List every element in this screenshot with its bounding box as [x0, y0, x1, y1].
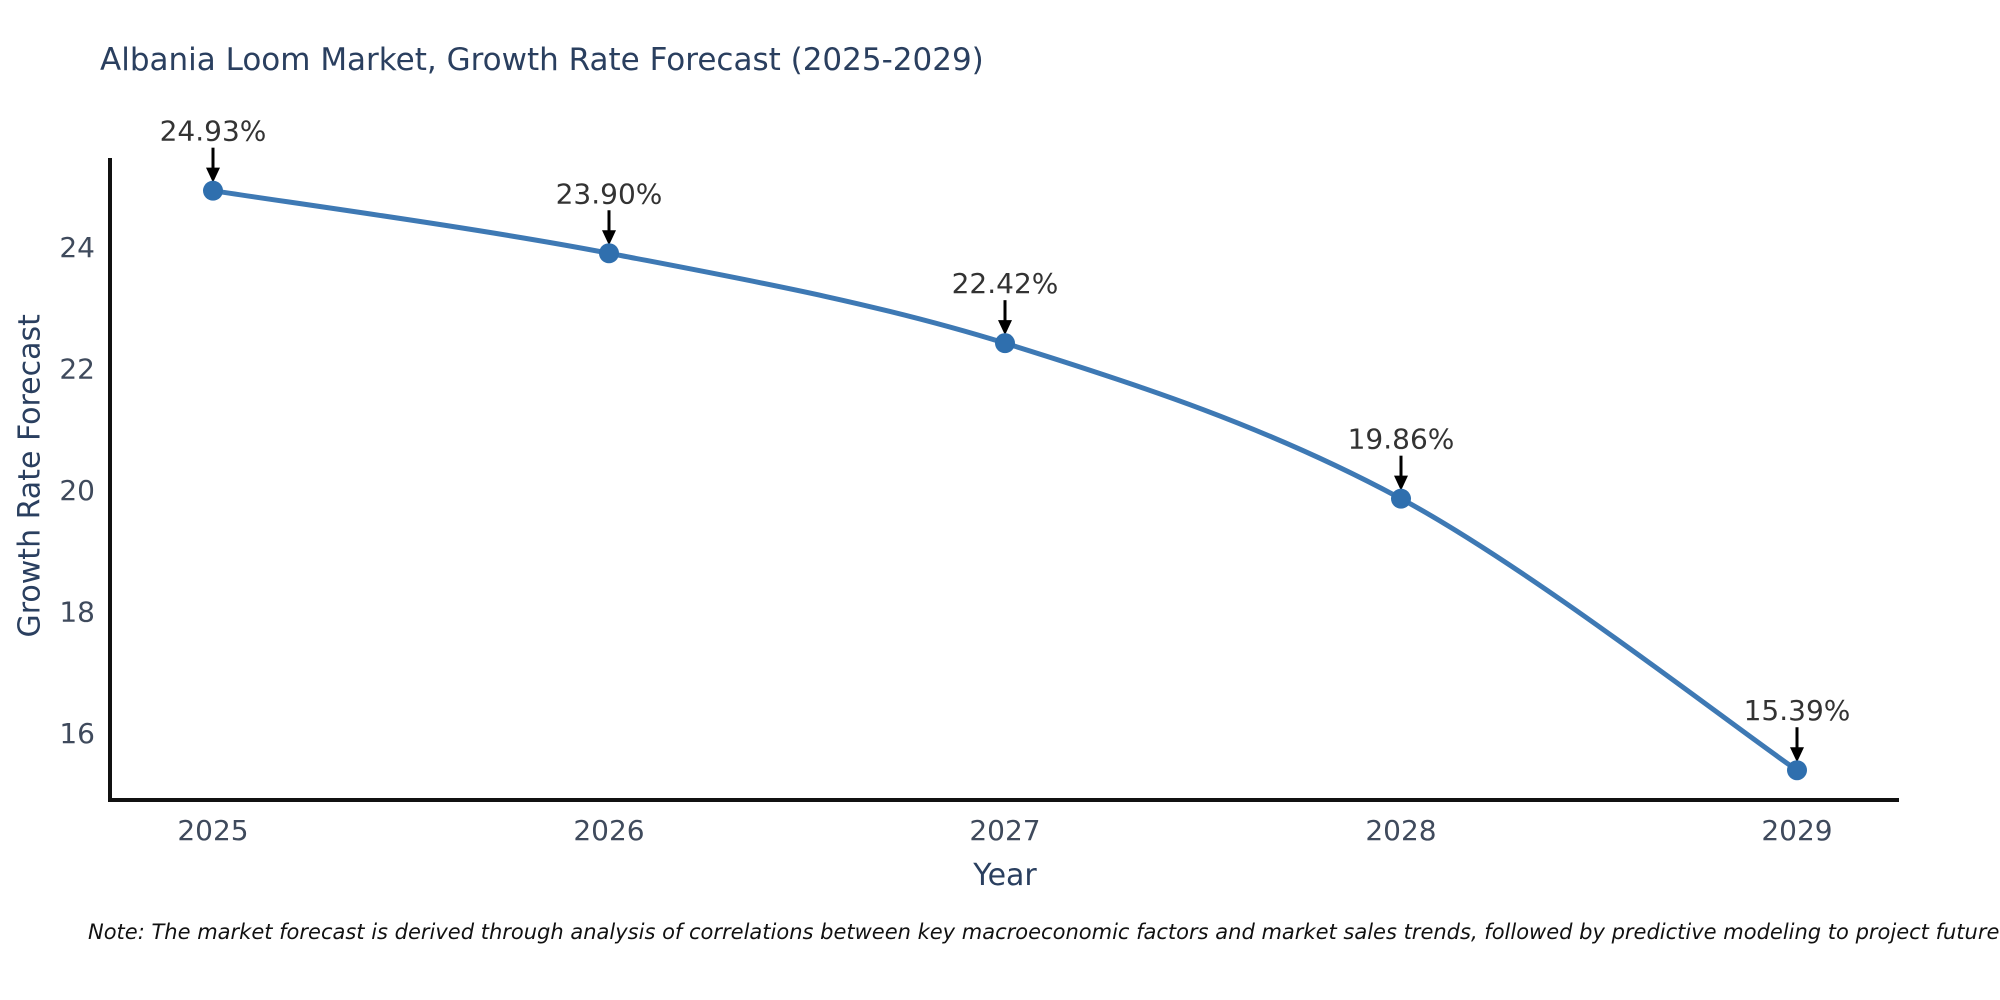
data-point-marker[interactable] — [1787, 760, 1807, 781]
x-tick-label: 2028 — [1365, 814, 1436, 847]
point-annotation-label: 23.90% — [556, 177, 663, 210]
data-point-marker[interactable] — [203, 180, 223, 201]
annotation-arrow-head — [602, 230, 616, 246]
y-tick-label: 24 — [59, 231, 95, 264]
point-annotation-label: 22.42% — [952, 267, 1059, 300]
annotation-arrow-head — [1790, 747, 1804, 763]
x-tick-label: 2026 — [573, 814, 644, 847]
x-axis-title: Year — [973, 858, 1037, 893]
point-annotation-label: 19.86% — [1348, 423, 1455, 456]
data-point-marker[interactable] — [599, 243, 619, 264]
data-point-marker[interactable] — [995, 333, 1015, 354]
point-annotation-label: 24.93% — [160, 115, 267, 148]
y-tick-label: 18 — [59, 596, 95, 629]
footnote: Note: The market forecast is derived thr… — [88, 920, 2000, 944]
y-tick-label: 16 — [59, 717, 95, 750]
x-tick-label: 2027 — [969, 814, 1040, 847]
y-tick-label: 22 — [59, 353, 95, 386]
x-tick-label: 2029 — [1761, 814, 1832, 847]
x-tick-label: 2025 — [177, 814, 248, 847]
y-tick-label: 20 — [59, 474, 95, 507]
annotation-arrow-head — [206, 167, 220, 183]
chart-title: Albania Loom Market, Growth Rate Forecas… — [100, 42, 984, 78]
point-annotation-label: 15.39% — [1744, 694, 1851, 727]
data-point-marker[interactable] — [1391, 488, 1411, 509]
annotation-arrow-head — [1394, 475, 1408, 491]
annotation-arrow-head — [998, 320, 1012, 336]
